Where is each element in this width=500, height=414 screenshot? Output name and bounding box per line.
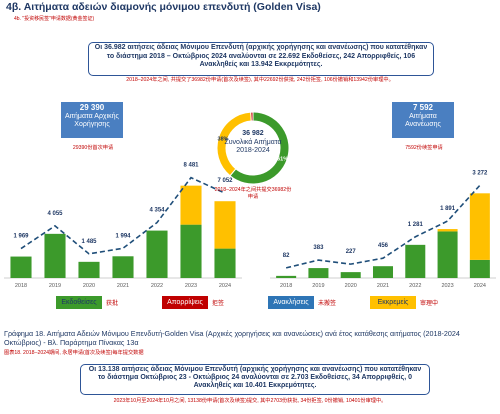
donut-slice-2 — [250, 111, 254, 122]
renewal-bar-issued-2020 — [340, 272, 361, 278]
renewal-bar-pending-2023 — [437, 229, 458, 232]
donut-center: 36 982 Συνολικά Αιτήματα 2018-2024 — [224, 130, 282, 156]
donut-center-label: Συνολικά Αιτήματα 2018-2024 — [224, 138, 282, 155]
renewal-tick-2020: 2020 — [345, 283, 357, 289]
legend-rejected-cn: 拒签 — [212, 301, 225, 307]
legend-pending-swatch: Εκκρεμείς — [370, 296, 416, 309]
page-subtitle-cn: 4b. "投资移民签"申请数据(黄金签证) — [14, 16, 95, 22]
initial-bar-issued-2024 — [214, 248, 236, 278]
initial-tick-2024: 2024 — [219, 283, 231, 289]
legend-issued-swatch: Εκδοθείσες — [56, 296, 102, 309]
initial-bar-chart: 1 969 2018 4 055 2019 1 485 2020 1 994 2021 4 35… — [4, 163, 242, 289]
renewal-total-label-2022: 1 281 — [408, 222, 424, 228]
renewal-total-label-2024: 3 272 — [472, 170, 488, 176]
summary-box: Οι 36.982 αιτήσεις άδειας Μόνιμου Επενδυ… — [88, 42, 434, 76]
initial-bar-issued-2023 — [180, 224, 202, 278]
renewal-callout-label: Αιτήματα Ανανέωσης — [405, 112, 441, 129]
legend-rejected-swatch: Απορρίψεις — [162, 296, 208, 309]
renewal-bar-chart: 82 2018 383 2019 227 2020 456 2021 1 281 2022 1 89… — [270, 170, 496, 289]
legend-rejected: Απορρίψεις 拒签 — [162, 296, 224, 309]
renewal-callout-count: 7 592 — [412, 103, 434, 112]
bottom-summary-cn: 2023年10月至2024年10月之间, 13138份申请(首次及续签)提交, … — [113, 398, 387, 404]
renewal-callout: 7 592 Αιτήματα Ανανέωσης — [392, 102, 454, 138]
renewal-bar-pending-2024 — [469, 193, 490, 260]
initial-total-label-2019: 4 055 — [47, 211, 63, 217]
renewal-trend-line — [285, 184, 481, 269]
renewal-bar-issued-2023 — [437, 231, 458, 278]
initial-callout-cn: 29390份首次申请 — [72, 145, 114, 151]
donut-note-cn: 2018–2024年之间共提交36982份申请 — [214, 187, 292, 200]
initial-tick-2019: 2019 — [49, 283, 61, 289]
legend-issued: Εκδοθείσες 获批 — [56, 296, 118, 309]
page-title: 4β. Αιτήματα αδειών διαμονής μόνιμου επε… — [6, 1, 321, 13]
initial-total-label-2022: 4 354 — [149, 208, 165, 214]
renewal-bar-issued-2019 — [308, 268, 329, 278]
initial-total-label-2020: 1 485 — [81, 239, 97, 245]
donut-slice-label-1: 38% — [218, 136, 229, 142]
figure-caption: Γράφημα 18. Αιτήματα Αδειών Μόνιμου Επεν… — [4, 329, 460, 347]
renewal-tick-2018: 2018 — [280, 283, 292, 289]
initial-bar-issued-2022 — [146, 230, 168, 278]
legend-pending-cn: 审理中 — [420, 301, 439, 307]
renewal-callout-cn: 7592份续签申请 — [405, 145, 443, 151]
initial-total-label-2023: 8 481 — [183, 163, 199, 169]
initial-total-label-2018: 1 969 — [13, 234, 29, 240]
renewal-bar-issued-2022 — [405, 244, 426, 278]
initial-bar-issued-2021 — [112, 256, 134, 278]
initial-bar-issued-2020 — [78, 261, 100, 278]
renewal-total-label-2020: 227 — [346, 249, 357, 255]
renewal-tick-2023: 2023 — [441, 283, 453, 289]
initial-bar-pending-2024 — [214, 201, 236, 249]
legend-revoked-cn: 未搬签 — [318, 301, 337, 307]
bottom-summary-box: Οι 13.138 αιτήσεις άδειας Μόνιμου Επενδυ… — [80, 364, 430, 395]
initial-tick-2023: 2023 — [185, 283, 197, 289]
renewal-bar-issued-2021 — [372, 266, 394, 278]
renewal-bar-issued-2018 — [276, 275, 297, 278]
initial-tick-2021: 2021 — [117, 283, 129, 289]
initial-tick-2020: 2020 — [83, 283, 95, 289]
legend-revoked-swatch: Ανακλήσεις — [268, 296, 314, 309]
legend-revoked: Ανακλήσεις 未搬签 — [268, 296, 336, 309]
renewal-bar-issued-2024 — [469, 259, 490, 278]
renewal-tick-2024: 2024 — [474, 283, 486, 289]
figure-caption-cn: 图表18. 2018–2024期间, 永居申请(首次及续签)每年提交数据 — [4, 350, 144, 356]
renewal-total-label-2021: 456 — [378, 243, 389, 249]
initial-total-label-2024: 7 052 — [217, 178, 233, 184]
initial-bar-issued-2019 — [44, 233, 66, 278]
initial-tick-2018: 2018 — [15, 283, 27, 289]
legend-issued-cn: 获批 — [106, 301, 119, 307]
renewal-total-label-2019: 383 — [313, 245, 324, 251]
renewal-tick-2019: 2019 — [312, 283, 324, 289]
renewal-tick-2022: 2022 — [409, 283, 421, 289]
donut-slice-label-0: 61% — [277, 157, 288, 163]
donut-center-number: 36 982 — [242, 130, 264, 137]
initial-callout: 29 390 Αιτήματα Αρχικής Χορήγησης — [61, 102, 123, 138]
renewal-tick-2021: 2021 — [377, 283, 389, 289]
renewal-total-label-2018: 82 — [283, 253, 290, 259]
initial-tick-2022: 2022 — [151, 283, 163, 289]
initial-bar-issued-2018 — [10, 256, 32, 278]
initial-callout-label: Αιτήματα Αρχικής Χορήγησης — [65, 112, 119, 129]
summary-note-cn: 2018–2024年之间, 共提交了36982份申请(首次及续签), 其中226… — [126, 77, 394, 83]
renewal-total-label-2023: 1 891 — [440, 206, 456, 212]
initial-total-label-2021: 1 994 — [115, 233, 131, 239]
initial-callout-count: 29 390 — [79, 103, 105, 112]
initial-bar-pending-2023 — [180, 185, 202, 225]
legend-pending: Εκκρεμείς 审理中 — [370, 296, 438, 309]
donut-chart: 61% 38% — [216, 111, 290, 185]
initial-trend-line — [20, 176, 226, 255]
